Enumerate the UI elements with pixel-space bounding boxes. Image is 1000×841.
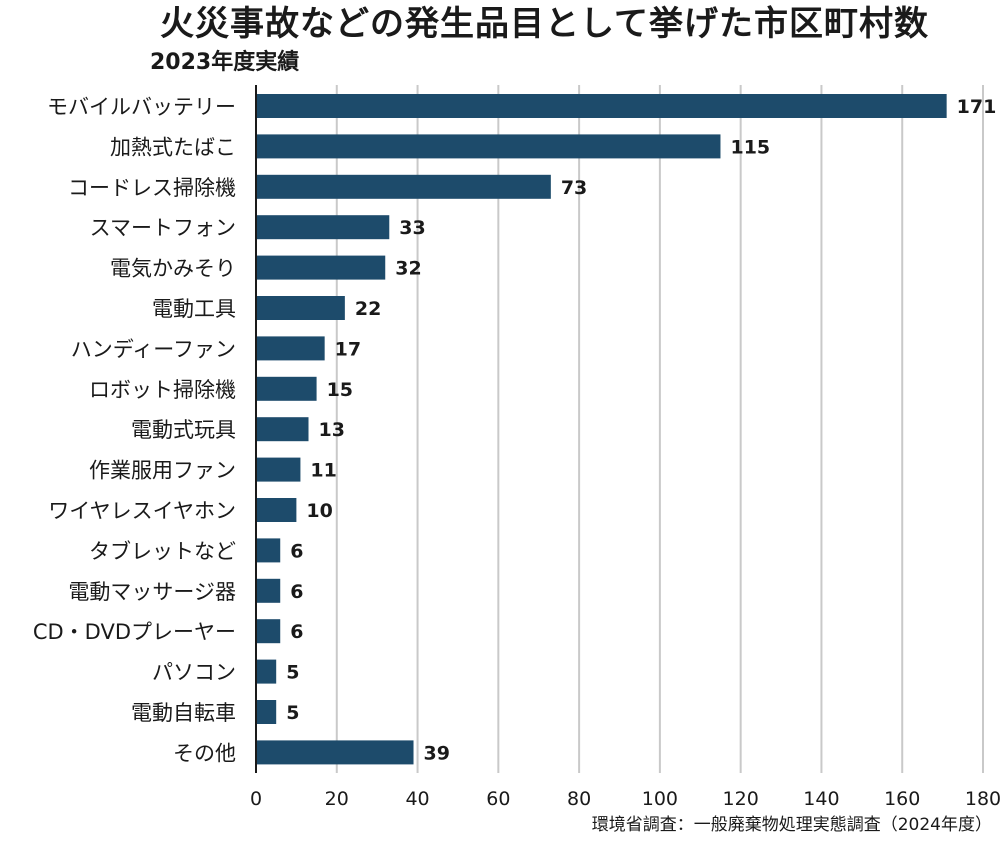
bar [257,336,325,361]
x-tick-label: 100 [642,788,678,810]
category-label: ハンディーファン [71,337,236,361]
category-label: ロボット掃除機 [89,378,236,402]
category-label: パソコン [152,661,236,685]
value-label: 22 [355,298,381,320]
x-tick-label: 60 [486,788,510,810]
x-tick-label: 120 [723,788,759,810]
bar [257,417,309,442]
bar [257,659,277,684]
value-label: 17 [335,338,361,360]
value-label: 32 [395,258,421,280]
x-tick-label: 0 [250,788,262,810]
bar [257,457,301,482]
bar [257,215,390,240]
category-label: スマートフォン [90,216,236,240]
x-tick-label: 140 [803,788,839,810]
value-label: 10 [306,500,332,522]
category-label: 電動工具 [152,297,236,321]
bar [257,94,947,118]
bar [257,376,317,401]
category-label: 電動自転車 [131,701,236,725]
value-label: 6 [290,581,303,603]
bar [257,255,386,280]
category-label: モバイルバッテリー [47,95,236,119]
value-label: 6 [290,621,303,643]
bar [257,619,281,644]
x-tick-label: 40 [405,788,429,810]
category-label: ワイヤレスイヤホン [48,499,236,523]
value-label: 171 [957,96,997,118]
bar [257,498,297,522]
value-label: 39 [424,742,450,764]
category-label: 電気かみそり [110,257,236,281]
chart-title: 火災事故などの発生品目として挙げた市区町村数 [160,4,929,44]
category-label: 加熱式たばこ [110,135,236,159]
value-label: 115 [730,136,770,158]
value-label: 15 [327,379,353,401]
value-label: 11 [310,460,336,482]
value-label: 13 [319,419,345,441]
bar [257,578,281,603]
source-note: 環境省調査：一般廃棄物処理実態調査（2024年度） [591,815,992,835]
bar [257,538,281,563]
bar [257,740,414,765]
bar [257,700,277,724]
x-tick-label: 160 [884,788,920,810]
chart-subtitle: 2023年度実績 [150,50,300,75]
category-label: その他 [173,741,236,765]
category-label: CD・DVDプレーヤー [33,620,236,644]
category-label: タブレットなど [89,539,236,563]
x-tick-label: 20 [325,788,349,810]
category-label: 電動式玩具 [131,418,236,442]
bar [257,134,721,159]
x-tick-label: 80 [567,788,591,810]
value-label: 5 [286,662,299,684]
category-label: コードレス掃除機 [68,176,236,200]
value-label: 33 [399,217,425,239]
value-label: 6 [290,540,303,562]
value-label: 5 [286,702,299,724]
x-tick-label: 180 [965,788,1000,810]
category-label: 電動マッサージ器 [68,580,236,604]
value-label: 73 [561,177,587,199]
category-label: 作業服用ファン [89,459,236,483]
bar [257,174,551,199]
bar [257,296,345,320]
